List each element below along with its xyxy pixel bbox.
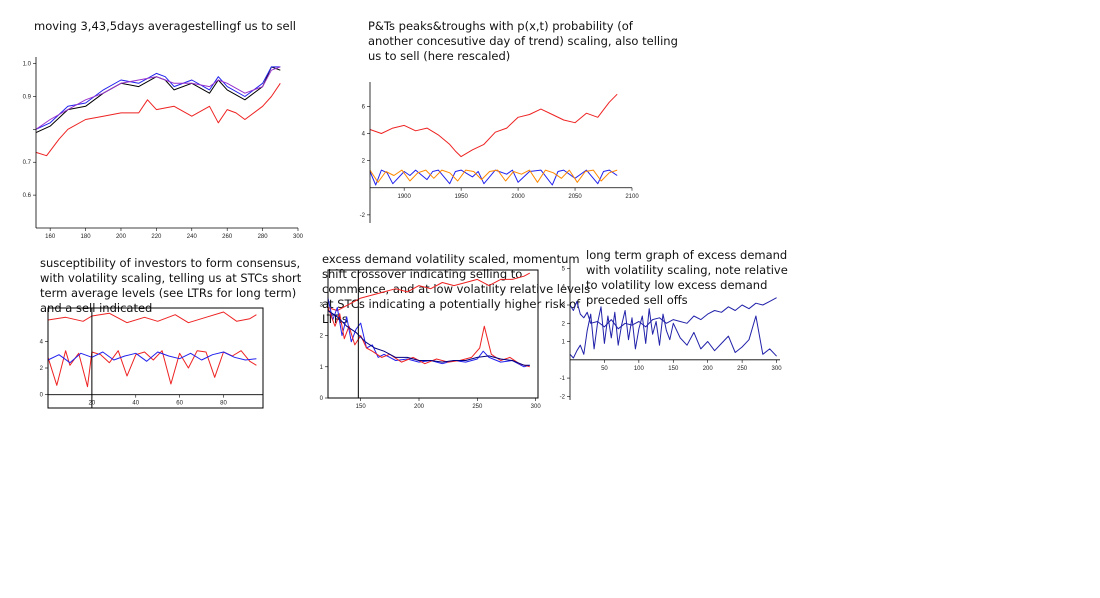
x-tick-label: 2050 <box>568 194 582 200</box>
y-tick-label: 0.7 <box>23 160 32 166</box>
series-line-3 <box>35 83 281 157</box>
x-tick-label: 180 <box>81 234 92 240</box>
caption-long-term-excess-demand: long term graph of excess demand with vo… <box>586 248 788 307</box>
x-tick-label: 200 <box>116 234 127 240</box>
x-tick-label: 200 <box>703 366 714 372</box>
series-line-1 <box>47 351 257 364</box>
y-tick-label: 3 <box>562 303 566 309</box>
x-tick-label: 160 <box>45 234 56 240</box>
y-tick-label: -1 <box>560 376 566 382</box>
series-line-0 <box>369 93 618 158</box>
y-tick-label: 0 <box>40 393 44 399</box>
series-line-0 <box>35 66 281 134</box>
series-line-1 <box>569 306 777 359</box>
chart-moving-averages: 160 180 200 220 240 260 280 300 0.6 0.7 0.9 1.0 <box>23 57 304 240</box>
chart-susceptibility: 20 40 60 80 0 2 4 <box>40 307 264 409</box>
series-line-3 <box>327 310 530 366</box>
series-line-2 <box>369 169 618 183</box>
y-tick-label: 0.9 <box>23 94 32 100</box>
x-tick-label: 20 <box>89 401 96 407</box>
caption-peaks-troughs: P&Ts peaks&troughs with p(x,t) probabili… <box>368 19 678 63</box>
y-tick-label: 4 <box>562 285 566 291</box>
y-tick-label: 5 <box>562 266 566 272</box>
x-tick-label: 150 <box>668 366 679 372</box>
x-tick-label: 220 <box>151 234 162 240</box>
y-tick-label: 0 <box>320 396 324 402</box>
series-line-1 <box>35 66 281 130</box>
y-tick-label: -2 <box>360 213 366 219</box>
plot-frame <box>327 269 539 399</box>
series-line-1 <box>369 169 618 186</box>
chart-peaks-troughs: 1900 1950 2000 2050 2100 -2 2 4 6 <box>360 82 639 223</box>
y-tick-label: -2 <box>560 394 566 400</box>
y-tick-label: 2 <box>320 334 324 340</box>
x-tick-label: 250 <box>737 366 748 372</box>
x-tick-label: 40 <box>132 401 139 407</box>
y-tick-label: 1.0 <box>23 62 32 68</box>
x-tick-label: 280 <box>258 234 269 240</box>
series-line-0 <box>47 350 257 388</box>
y-tick-label: 2 <box>362 159 366 165</box>
y-tick-label: 4 <box>362 132 366 138</box>
y-tick-label: 1 <box>562 340 566 346</box>
x-tick-label: 240 <box>187 234 198 240</box>
caption-susceptibility: susceptibility of investors to form cons… <box>40 256 302 315</box>
chart-long-term-excess-demand: 50 100 150 200 250 300 -2 -1 1 2 3 4 5 <box>560 263 783 400</box>
x-tick-label: 2100 <box>625 194 639 200</box>
x-tick-label: 50 <box>601 366 608 372</box>
x-tick-label: 300 <box>293 234 304 240</box>
x-tick-label: 300 <box>772 366 783 372</box>
x-tick-label: 300 <box>531 404 542 410</box>
series-line-0 <box>327 272 531 312</box>
x-tick-label: 100 <box>634 366 645 372</box>
y-tick-label: 3 <box>320 302 324 308</box>
chart-excess-demand-volatility: 150 200 250 300 0 1 2 3 <box>320 269 542 410</box>
x-tick-label: 260 <box>222 234 233 240</box>
x-tick-label: 80 <box>220 401 227 407</box>
y-tick-label: 6 <box>362 104 366 110</box>
x-tick-label: 150 <box>356 404 367 410</box>
series-line-0 <box>569 297 777 330</box>
y-tick-label: 0.6 <box>23 193 32 199</box>
caption-moving-average: moving 3,43,5days averagestellingf us to… <box>34 19 296 33</box>
y-tick-label: 1 <box>320 365 324 371</box>
y-tick-label: 2 <box>562 321 566 327</box>
series-line-2 <box>47 311 257 324</box>
x-tick-label: 200 <box>414 404 425 410</box>
x-tick-label: 2000 <box>511 194 525 200</box>
x-tick-label: 1950 <box>454 194 468 200</box>
series-line-2 <box>35 66 281 130</box>
x-tick-label: 60 <box>176 401 183 407</box>
x-tick-label: 1900 <box>397 194 411 200</box>
y-tick-label: 4 <box>40 339 44 345</box>
x-tick-label: 250 <box>472 404 483 410</box>
y-tick-label: 2 <box>40 366 44 372</box>
series-line-2 <box>327 307 530 368</box>
